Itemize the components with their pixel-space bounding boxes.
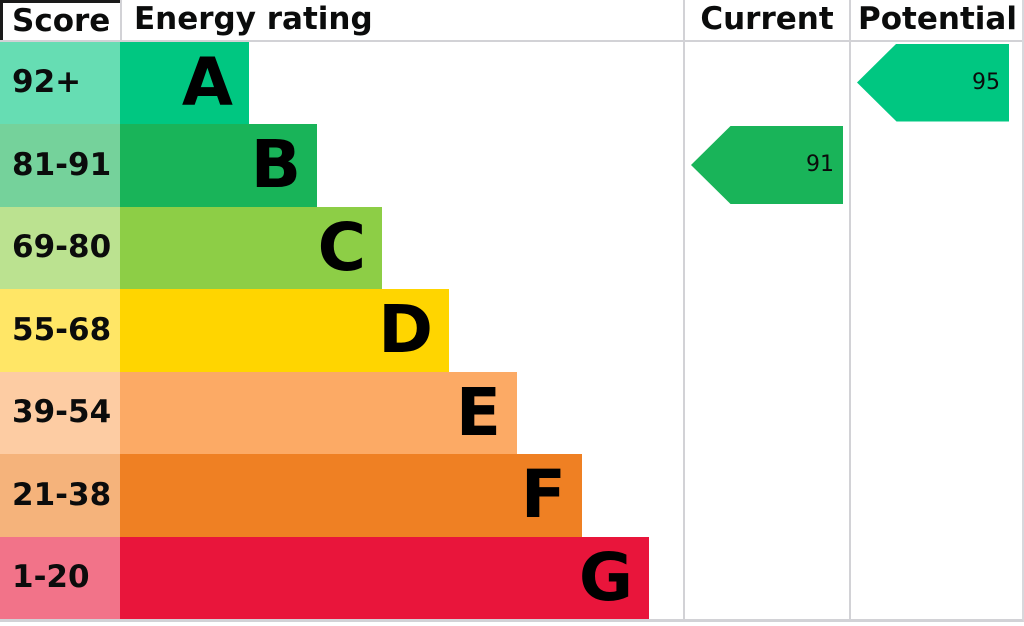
energy-rating-column-header: Energy rating: [120, 0, 683, 40]
band-row-c: 69-80 C: [0, 206, 1024, 289]
current-cell: [683, 536, 849, 619]
band-bar-cell: D: [120, 289, 683, 372]
band-bar-cell: B: [120, 124, 683, 207]
band-bar: C: [120, 206, 382, 289]
current-cell: [683, 289, 849, 372]
potential-cell: [849, 206, 1024, 289]
potential-value: 95: [972, 69, 1000, 95]
potential-cell: [849, 454, 1024, 537]
band-letter: D: [378, 291, 433, 369]
current-cell: [683, 371, 849, 454]
current-cell: [683, 454, 849, 537]
band-bar-cell: A: [120, 41, 683, 124]
band-bar: B: [120, 124, 317, 207]
potential-cell: [849, 289, 1024, 372]
potential-cell: 95: [849, 41, 1024, 124]
current-cell: [683, 41, 849, 124]
band-score: 21-38: [0, 454, 120, 537]
band-score: 69-80: [0, 206, 120, 289]
potential-cell: [849, 536, 1024, 619]
band-row-d: 55-68 D: [0, 289, 1022, 372]
band-bar: D: [120, 289, 449, 372]
band-bar: F: [120, 454, 582, 537]
potential-cell: [849, 371, 1024, 454]
band-score: 92+: [0, 41, 120, 124]
band-row-e: 39-54 E: [0, 371, 1024, 454]
band-row-g: 1-20 G: [0, 536, 1024, 619]
band-letter: A: [181, 43, 233, 121]
band-letter: E: [455, 373, 501, 451]
potential-column-header: Potential: [849, 0, 1024, 40]
band-bar-cell: E: [120, 371, 683, 454]
band-score: 55-68: [0, 289, 120, 372]
band-letter: C: [317, 208, 366, 286]
potential-arrow: 95: [857, 43, 1009, 122]
band-bar-cell: F: [120, 454, 683, 537]
band-score: 39-54: [0, 371, 120, 454]
current-column-header: Current: [683, 0, 849, 40]
band-bar: A: [120, 41, 249, 124]
band-score: 81-91: [0, 124, 120, 207]
band-row-f: 21-38 F: [0, 454, 1022, 537]
potential-cell: [849, 124, 1024, 207]
current-cell: [683, 206, 849, 289]
table-header-row: Score Energy rating Current Potential: [0, 0, 1022, 42]
band-letter: B: [250, 126, 301, 204]
current-cell: 91: [683, 124, 849, 207]
band-row-b: 81-91 B 91: [0, 124, 1022, 207]
band-row-a: 92+ A 95: [0, 41, 1024, 124]
band-score: 1-20: [0, 536, 120, 619]
current-value: 91: [806, 152, 834, 177]
band-bar: G: [120, 536, 649, 619]
band-bar-cell: G: [120, 536, 683, 619]
band-bar: E: [120, 371, 517, 454]
score-column-header: Score: [0, 0, 120, 40]
current-arrow: 91: [691, 126, 843, 204]
band-letter: G: [578, 538, 633, 616]
band-bar-cell: C: [120, 206, 683, 289]
band-letter: F: [520, 456, 566, 534]
